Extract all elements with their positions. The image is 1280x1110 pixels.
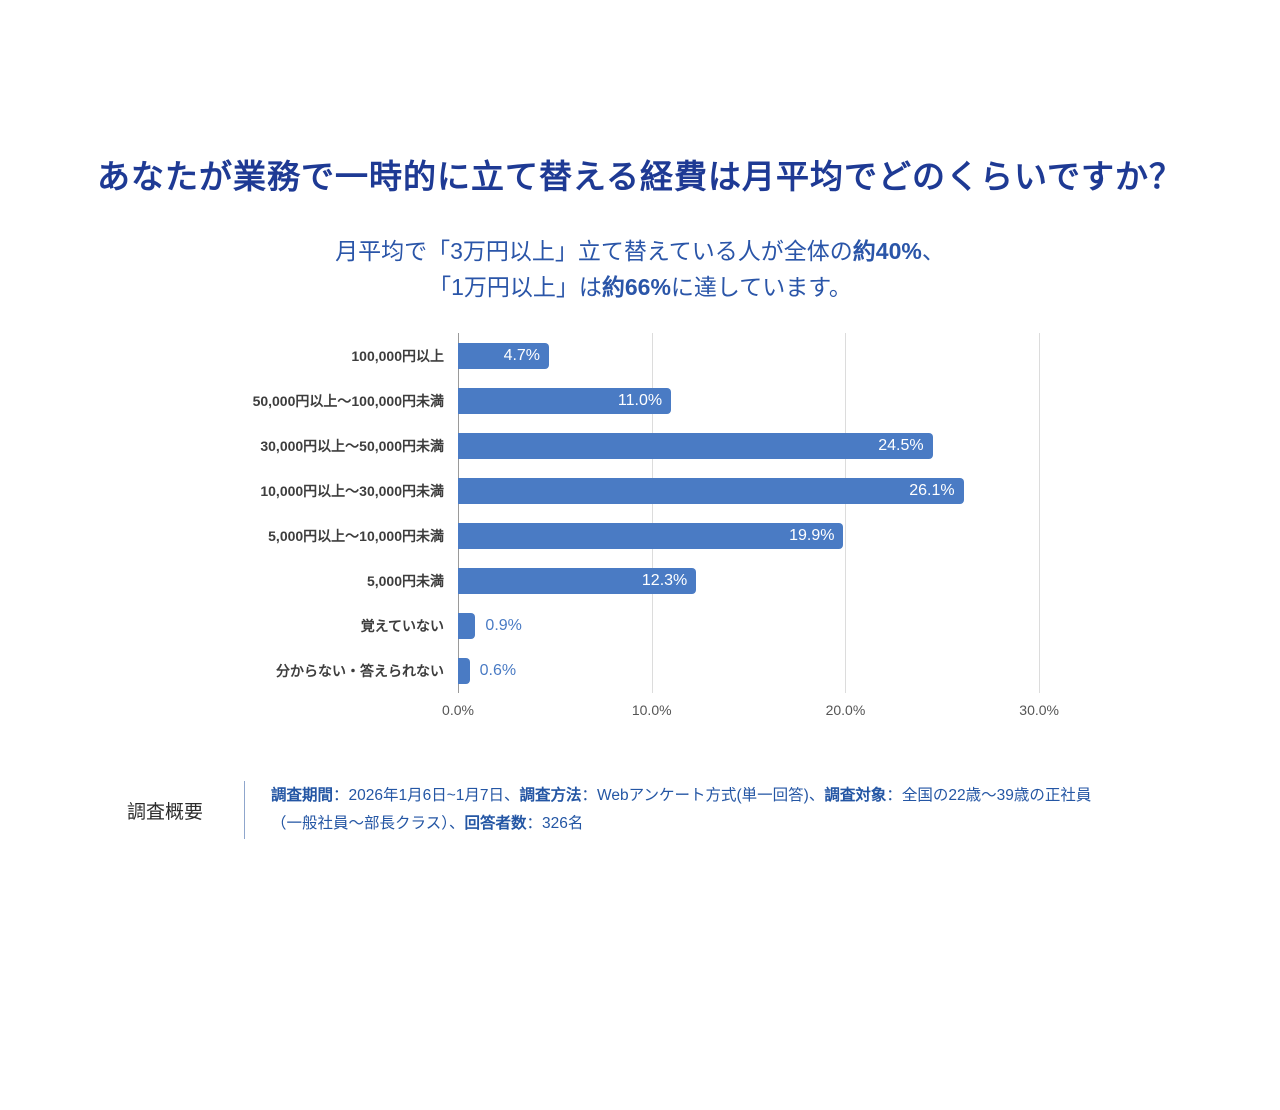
value-label: 0.6%	[479, 661, 517, 679]
survey-summary: 調査概要 調査期間：2026年1月6日~1月7日、調査方法：Webアンケート方式…	[100, 781, 1220, 840]
value-label: 11.0%	[617, 391, 663, 409]
bar	[458, 657, 470, 684]
category-label: 5,000円未満	[366, 572, 444, 589]
footer-value: ：全国の22歳～39歳の正社員	[886, 787, 1092, 805]
chart-rows: 100,000円以上 4.7% 50,000円以上～100,000円未満 11.0% 3…	[128, 333, 1136, 693]
bar-track: 24.5%	[458, 432, 1136, 459]
x-tick-label: 20.0%	[825, 702, 866, 719]
bar: 12.3%	[458, 567, 697, 594]
subtitle-line-1: 月平均で「3万円以上」立て替えている人が全体の約40%、	[0, 234, 1280, 270]
footer-divider	[244, 781, 245, 840]
x-tick-label: 0.0%	[442, 702, 474, 719]
bar: 11.0%	[458, 387, 672, 414]
bar-row: 5,000円以上～10,000円未満 19.9%	[128, 513, 1136, 558]
bar-track: 12.3%	[458, 567, 1136, 594]
footer-line: 調査期間：2026年1月6日~1月7日、調査方法：Webアンケート方式(単一回答…	[271, 782, 1091, 810]
footer-label: 回答者数	[464, 815, 527, 833]
footer-text: 調査期間：2026年1月6日~1月7日、調査方法：Webアンケート方式(単一回答…	[271, 782, 1091, 838]
bar-chart: 100,000円以上 4.7% 50,000円以上～100,000円未満 11.0% 3…	[128, 333, 1136, 729]
x-tick-label: 10.0%	[631, 702, 672, 719]
bar-track: 26.1%	[458, 477, 1136, 504]
subtitle: 月平均で「3万円以上」立て替えている人が全体の約40%、 「1万円以上」は約66…	[0, 234, 1280, 305]
plot-grid	[458, 333, 1136, 694]
footer-label: 調査対象	[824, 787, 887, 805]
subtitle-highlight-40: 約40%	[852, 238, 922, 264]
subtitle-line-2: 「1万円以上」は約66%に達しています。	[0, 270, 1280, 306]
bar: 19.9%	[458, 522, 844, 549]
category-label: 50,000円以上～100,000円未満	[252, 392, 444, 409]
value-label: 26.1%	[909, 481, 955, 499]
footer-value: （一般社員～部長クラス）、	[271, 815, 465, 833]
bar-row: 100,000円以上 4.7%	[128, 333, 1136, 378]
subtitle-text: 、	[921, 238, 945, 264]
bar: 26.1%	[458, 477, 964, 504]
bar-row: 50,000円以上～100,000円未満 11.0%	[128, 378, 1136, 423]
bar-row: 10,000円以上～30,000円未満 26.1%	[128, 468, 1136, 513]
footer-label: 調査方法	[519, 787, 582, 805]
subtitle-text: に達しています。	[670, 273, 852, 300]
subtitle-highlight-66: 約66%	[601, 273, 671, 300]
category-label: 30,000円以上～50,000円未満	[260, 437, 444, 454]
subtitle-text: 月平均で「3万円以上」立て替えている人が全体の	[335, 238, 853, 264]
bar-row: 5,000円未満 12.3%	[128, 558, 1136, 603]
category-label: 100,000円以上	[351, 347, 444, 364]
footer-line: （一般社員～部長クラス）、回答者数：326名	[271, 810, 1091, 838]
bar-track: 0.6%	[458, 657, 1136, 684]
subtitle-text: 「1万円以上」は	[428, 273, 602, 300]
value-label: 19.9%	[789, 526, 835, 544]
x-ticks: 0.0% 10.0% 20.0% 30.0%	[442, 693, 1136, 729]
category-label: 覚えていない	[360, 617, 444, 634]
bar-row: 覚えていない 0.9%	[128, 603, 1136, 648]
gridline	[1039, 333, 1041, 694]
value-label: 0.9%	[485, 616, 522, 634]
value-label: 24.5%	[878, 436, 924, 454]
y-axis-line	[458, 333, 459, 694]
bar: 24.5%	[458, 432, 933, 459]
footer-label: 調査期間	[271, 787, 334, 805]
bar: 4.7%	[458, 342, 550, 369]
bar-track: 19.9%	[458, 522, 1136, 549]
category-label: 5,000円以上～10,000円未満	[268, 527, 444, 544]
bar-track: 4.7%	[458, 342, 1136, 369]
bar-row: 30,000円以上～50,000円未満 24.5%	[128, 423, 1136, 468]
bar-track: 11.0%	[458, 387, 1136, 414]
bar-track: 0.9%	[458, 612, 1136, 639]
gridline	[845, 333, 847, 694]
bar	[458, 612, 476, 639]
page-title: あなたが業務で一時的に立て替える経費は月平均でどのくらいですか？	[96, 158, 1184, 195]
bar-row: 分からない・答えられない 0.6%	[128, 648, 1136, 693]
category-label: 10,000円以上～30,000円未満	[260, 482, 444, 499]
footer-value: ：Webアンケート方式(単一回答)、	[581, 787, 825, 805]
gridline	[651, 333, 653, 694]
chart-body: 100,000円以上 4.7% 50,000円以上～100,000円未満 11.0% 3…	[128, 333, 1136, 694]
value-label: 12.3%	[641, 571, 688, 589]
category-label: 分からない・答えられない	[276, 662, 444, 679]
footer-value: ：2026年1月6日~1月7日、	[333, 787, 520, 805]
survey-summary-heading: 調査概要	[126, 801, 203, 823]
x-tick-label: 30.0%	[1019, 702, 1059, 719]
footer-value: ：326名	[526, 815, 584, 833]
value-label: 4.7%	[503, 346, 541, 364]
